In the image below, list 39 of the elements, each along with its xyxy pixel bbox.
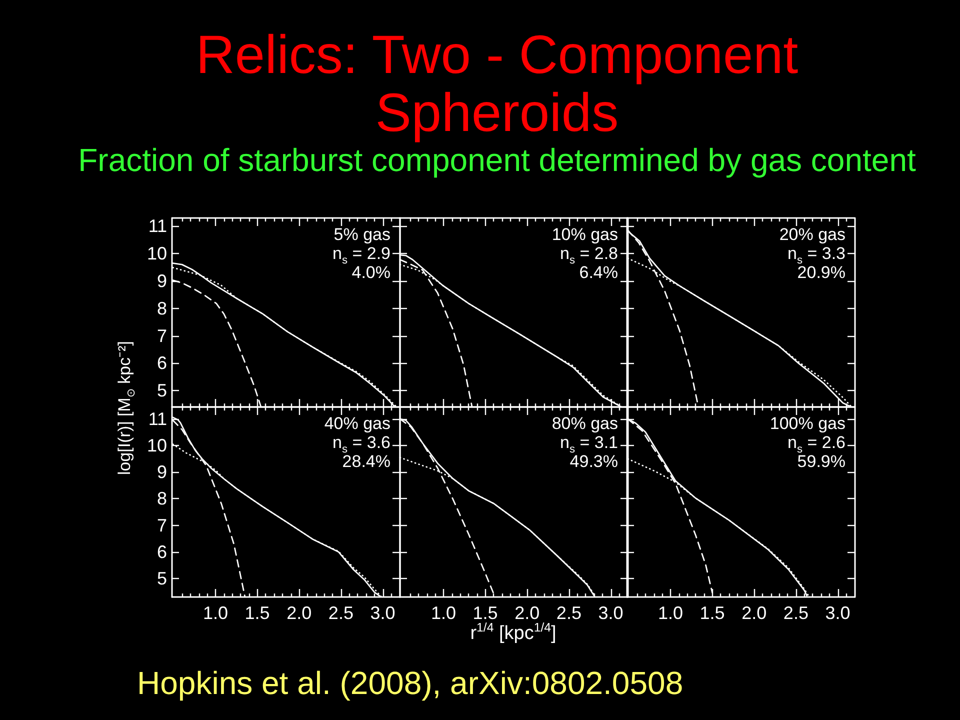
y-tick-label: 8	[156, 298, 167, 318]
x-axis-title: r$^{1/4}$ [kpc$^{1/4}$]	[470, 620, 556, 644]
x-tick-label: 3.0	[825, 603, 850, 623]
annotation: 100% gas	[770, 414, 846, 433]
y-tick-label: 6	[156, 353, 167, 374]
y-tick-label: 5	[156, 568, 167, 588]
x-tick-label: 1.5	[700, 603, 725, 623]
annotation: 40% gas	[324, 414, 390, 433]
y-tick-label: 5	[156, 380, 167, 401]
y-tick-label: 9	[156, 271, 167, 291]
x-tick-label: 2.5	[783, 603, 808, 623]
x-tick-label: 2.5	[328, 603, 354, 623]
text: Hopkins et al. (2008), arXiv:0802.0508	[137, 665, 684, 701]
x-tick-label: 2.0	[742, 603, 767, 623]
text: Relics: Two - Component Spheroids	[194, 25, 800, 143]
x-tick-label: 2.0	[514, 603, 540, 623]
x-tick-label: 3.0	[370, 603, 396, 623]
x-tick-label: 1.0	[202, 603, 228, 623]
y-tick-label: 11	[148, 216, 167, 236]
y-tick-label: 7	[156, 515, 167, 536]
x-tick-label: 2.0	[286, 603, 312, 623]
y-tick-label: 11	[148, 408, 167, 429]
x-tick-label: 3.0	[598, 603, 623, 623]
y-tick-label: 8	[156, 488, 167, 509]
x-tick-label: 2.5	[556, 603, 581, 623]
text: Fraction of starburst component determined by gas content	[78, 142, 916, 178]
x-tick-label: 1.5	[244, 603, 270, 623]
annotation: 20% gas	[779, 225, 846, 244]
annotation: 80% gas	[552, 414, 618, 433]
annotation: 5% gas	[334, 225, 390, 244]
y-tick-label: 7	[156, 326, 167, 346]
y-tick-label: 9	[156, 462, 167, 482]
y-tick-label: 10	[146, 244, 167, 264]
x-tick-label: 1.0	[430, 603, 456, 623]
x-tick-label: 1.5	[472, 603, 498, 623]
x-tick-label: 1.0	[658, 603, 684, 623]
annotation: 10% gas	[552, 225, 618, 244]
y-tick-label: 6	[156, 542, 167, 562]
y-tick-label: 10	[146, 436, 167, 456]
